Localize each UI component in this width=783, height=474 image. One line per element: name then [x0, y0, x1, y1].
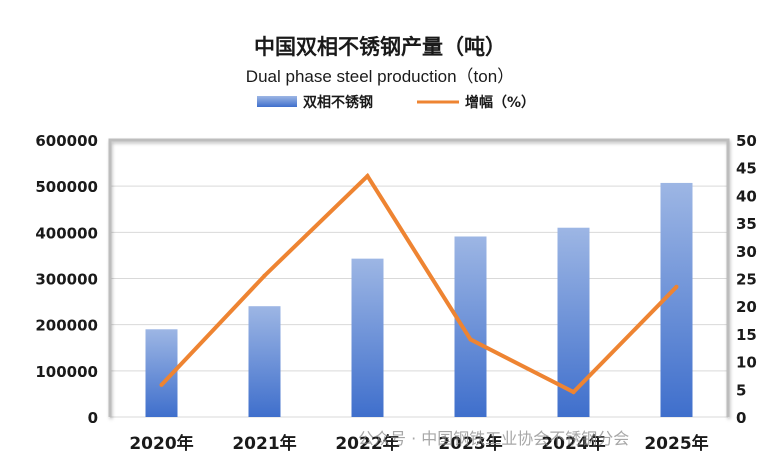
line-point [468, 337, 473, 342]
legend: 双相不锈钢 增幅（%） [257, 94, 535, 111]
x-tick-label: 2020年 [129, 433, 193, 454]
legend-line-label: 增幅（%） [465, 94, 535, 111]
left-tick-label: 600000 [35, 132, 98, 150]
right-tick-label: 5 [736, 381, 746, 399]
growth-line [160, 172, 678, 395]
right-tick-label: 20 [736, 298, 757, 316]
plot-area: 0 100000 200000 300000 400000 500000 600000 0 5… [35, 132, 757, 454]
plot-frame [108, 138, 730, 417]
right-tick-label: 40 [736, 187, 757, 205]
bar [248, 306, 281, 417]
line-point [159, 382, 164, 387]
x-tick-label: 2022年 [335, 433, 399, 454]
legend-bar-swatch [257, 96, 297, 107]
bar-series [145, 182, 693, 417]
watermark: 公众号 · 中国钢铁工业协会不锈钢分会 [358, 429, 629, 448]
line-point [262, 273, 267, 278]
x-axis-ticks: 2020年 2021年 2022年 2023年 2024年 2025年 [129, 433, 708, 454]
line-series [159, 172, 679, 395]
right-tick-label: 35 [736, 215, 757, 233]
right-tick-label: 0 [736, 409, 746, 427]
bar [454, 236, 487, 417]
right-tick-label: 25 [736, 271, 757, 289]
right-tick-label: 30 [736, 243, 757, 261]
bar [351, 258, 384, 417]
right-tick-label: 10 [736, 354, 757, 372]
x-tick-label: 2025年 [644, 433, 708, 454]
x-tick-label: 2024年 [541, 433, 605, 454]
bar [557, 227, 590, 417]
left-axis-ticks: 0 100000 200000 300000 400000 500000 600000 [35, 132, 98, 427]
right-tick-label: 50 [736, 132, 757, 150]
left-tick-label: 200000 [35, 317, 98, 335]
line-point [571, 390, 576, 395]
right-tick-label: 15 [736, 326, 757, 344]
line-point [674, 284, 679, 289]
line-point [365, 174, 370, 179]
left-tick-label: 500000 [35, 178, 98, 196]
x-tick-label: 2023年 [438, 433, 502, 454]
right-axis-ticks: 0 5 10 15 20 25 30 35 40 45 50 [736, 132, 757, 427]
left-tick-label: 400000 [35, 224, 98, 242]
chart-title: 中国双相不锈钢产量（吨） [254, 35, 506, 59]
legend-bar-label: 双相不锈钢 [303, 94, 373, 111]
left-tick-label: 100000 [35, 363, 98, 381]
left-tick-label: 300000 [35, 271, 98, 289]
left-tick-label: 0 [88, 409, 98, 427]
chart-subtitle: Dual phase steel production（ton） [246, 67, 514, 86]
grid-lines [110, 185, 728, 418]
x-tick-label: 2021年 [232, 433, 296, 454]
right-tick-label: 45 [736, 160, 757, 178]
